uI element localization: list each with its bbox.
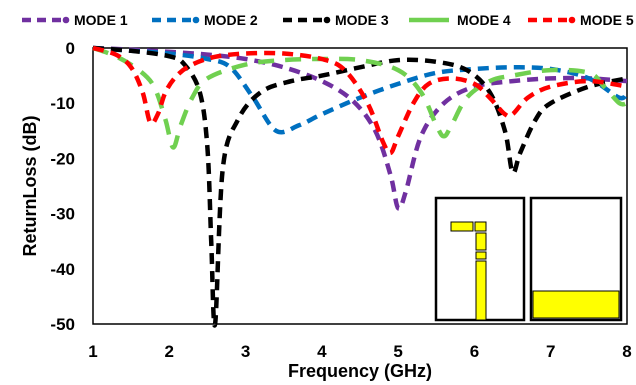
legend-marker (323, 16, 331, 24)
legend-item-mode-2: MODE 2 (152, 12, 258, 28)
legend-marker (568, 16, 576, 24)
legend-item-mode-3: MODE 3 (283, 12, 389, 28)
y-tick-label: -30 (50, 205, 75, 224)
y-axis-title: ReturnLoss (dB) (20, 116, 40, 257)
x-tick-label: 1 (88, 342, 97, 361)
x-tick-label: 3 (241, 342, 250, 361)
legend-label: MODE 1 (74, 12, 128, 28)
x-tick-label: 2 (165, 342, 174, 361)
x-tick-label: 7 (546, 342, 555, 361)
legend-marker (192, 16, 200, 24)
y-tick-label: 0 (66, 39, 75, 58)
inset-ground-plane (529, 196, 623, 322)
legend-label: MODE 2 (204, 12, 258, 28)
legend-label: MODE 4 (457, 12, 511, 28)
y-tick-label: -40 (50, 260, 75, 279)
x-tick-label: 6 (470, 342, 479, 361)
legend-label: MODE 5 (580, 12, 634, 28)
legend-label: MODE 3 (335, 12, 389, 28)
legend-marker (62, 16, 70, 24)
series-line-mode-1 (92, 45, 628, 211)
series-line-mode-4 (92, 45, 628, 150)
x-axis-title: Frequency (GHz) (288, 361, 432, 381)
inset-antenna-layout (434, 196, 526, 322)
legend-item-mode-5: MODE 5 (528, 12, 634, 28)
series-line-mode-3 (92, 45, 628, 328)
y-tick-label: -50 (50, 315, 75, 334)
legend-item-mode-1: MODE 1 (22, 12, 128, 28)
legend: MODE 1 MODE 2 MODE 3 MODE 4 MODE 5 (22, 12, 634, 28)
x-tick-label: 5 (393, 342, 402, 361)
x-tick-label: 4 (317, 342, 327, 361)
y-tick-label: -20 (50, 149, 75, 168)
y-tick-labels: 0 -10 -20 -30 -40 -50 (50, 39, 75, 334)
series-layer (92, 45, 629, 328)
y-tick-label: -10 (50, 94, 75, 113)
x-tick-labels: 1 2 3 4 5 6 7 8 (88, 342, 631, 361)
x-tick-label: 8 (622, 342, 631, 361)
series-line-mode-5 (92, 45, 628, 156)
legend-item-mode-4: MODE 4 (409, 12, 511, 28)
